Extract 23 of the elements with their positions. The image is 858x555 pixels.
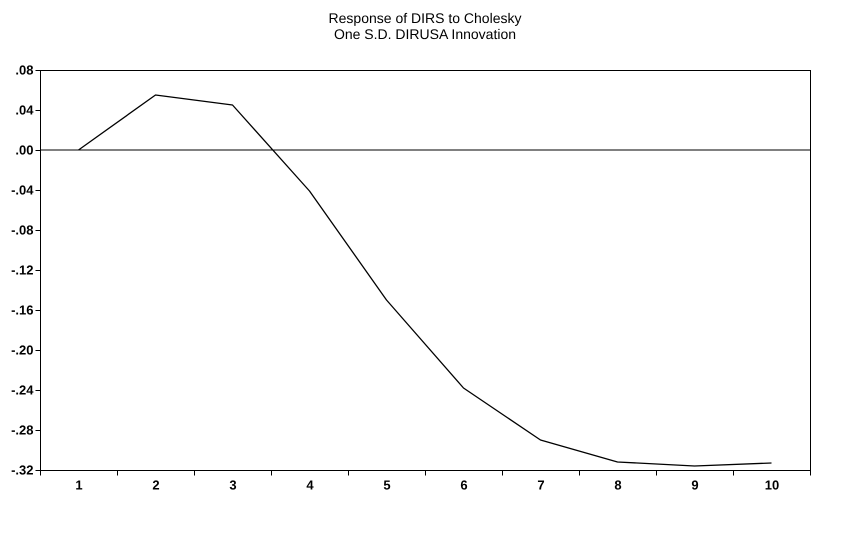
- y-tick-label: .08: [15, 62, 34, 78]
- y-tick-label: -.20: [11, 342, 34, 358]
- x-tick-label: 4: [306, 478, 314, 492]
- y-tick-label: -.32: [11, 462, 34, 478]
- y-tick-label: -.08: [11, 222, 34, 238]
- x-tick-label: 5: [383, 478, 391, 492]
- x-tick-label: 8: [614, 478, 622, 492]
- x-tick-label: 1: [75, 478, 83, 492]
- y-tick-label: .00: [15, 142, 34, 158]
- chart-subtitle: One S.D. DIRUSA Innovation: [334, 26, 516, 42]
- x-tick-label: 9: [691, 478, 699, 492]
- x-tick-label: 3: [229, 478, 237, 492]
- x-tick-label: 2: [152, 478, 160, 492]
- y-tick-label: -.24: [11, 382, 34, 398]
- y-tick-label: -.28: [11, 422, 34, 438]
- y-tick-label: .04: [15, 102, 34, 118]
- x-tick-label: 7: [537, 478, 545, 492]
- chart-title: Response of DIRS to Cholesky: [328, 10, 522, 26]
- y-tick-label: -.04: [11, 182, 34, 198]
- y-tick-label: -.16: [11, 302, 34, 318]
- x-tick-label: 10: [764, 478, 780, 492]
- x-tick-label: 6: [460, 478, 468, 492]
- y-tick-label: -.12: [11, 262, 34, 278]
